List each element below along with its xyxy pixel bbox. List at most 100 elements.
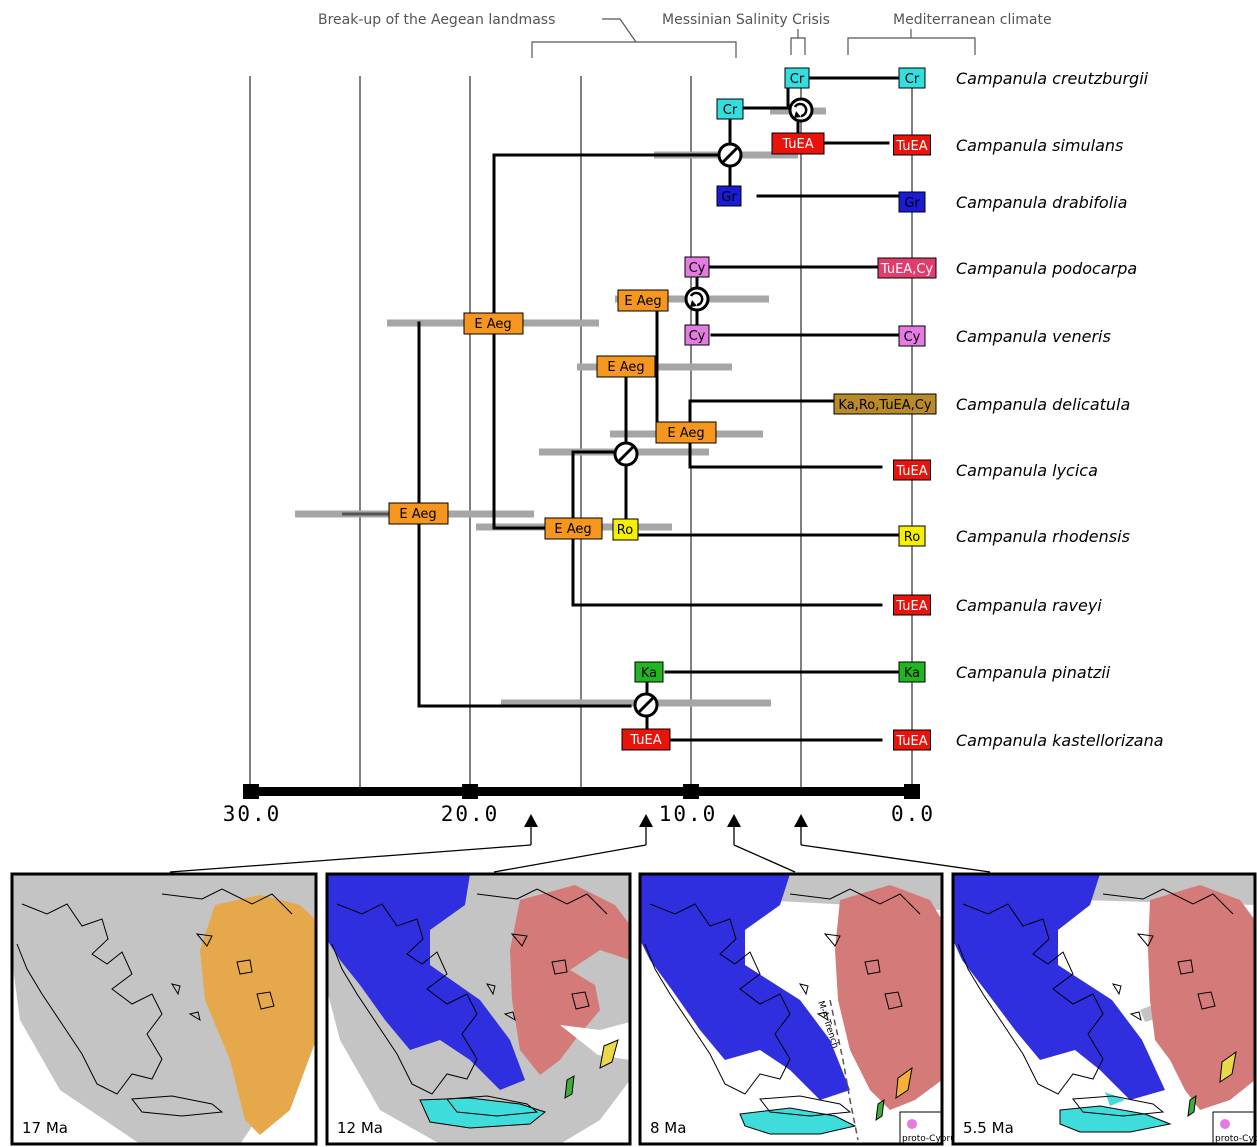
node-box: Cy	[684, 256, 710, 278]
node-box: Cr	[716, 98, 744, 120]
confidence-bars	[295, 107, 826, 707]
tip-area-label: TuEA	[895, 139, 927, 154]
taxon-name: Campanula lycica	[956, 461, 1098, 480]
node-box: Cr	[784, 67, 810, 89]
axis-tick-label: 10.0	[659, 802, 718, 826]
node-box: Gr	[716, 185, 742, 207]
tip-area-label: Gr	[904, 196, 920, 211]
tip-area-label: Cy	[904, 330, 921, 345]
svg-text:Ro: Ro	[617, 523, 633, 538]
vicariance-icon	[717, 142, 743, 168]
event-label-aegean: Break-up of the Aegean landmass	[318, 12, 555, 28]
taxon-name: Campanula drabifolia	[956, 193, 1127, 212]
event-label-msc: Messinian Salinity Crisis	[662, 12, 830, 28]
node-box: E Aeg	[596, 355, 656, 378]
tip-area-label: Cr	[905, 72, 920, 87]
arrow-heads	[524, 814, 808, 827]
tip-box: TuEA	[893, 459, 931, 481]
map-panel-5-5ma: proto-Cyprus 5.5 Ma	[951, 872, 1257, 1146]
event-bracket-med	[847, 29, 976, 55]
inset-label: proto-Cyprus	[902, 1134, 961, 1144]
svg-text:E Aeg: E Aeg	[624, 294, 661, 309]
svg-text:Gr: Gr	[721, 190, 737, 205]
svg-text:TuEA: TuEA	[629, 733, 661, 748]
svg-text:E Aeg: E Aeg	[554, 522, 591, 537]
tip-area-label: TuEA	[895, 599, 927, 614]
vicariance-icon	[613, 441, 639, 467]
node-area-boxes: Cr Cr TuEA Gr Cy E Aeg Cy E Aeg	[388, 67, 825, 751]
svg-text:Cr: Cr	[790, 72, 805, 87]
axis-tick-label: 30.0	[223, 802, 282, 826]
tip-box: Gr	[898, 191, 926, 213]
tip-box: TuEA	[893, 134, 931, 156]
svg-text:E Aeg: E Aeg	[607, 360, 644, 375]
tip-box: Ka	[898, 661, 926, 683]
map-panel-17ma: 17 Ma	[10, 872, 318, 1146]
svg-text:E Aeg: E Aeg	[667, 426, 704, 441]
node-box: E Aeg	[655, 421, 717, 444]
event-label-med: Mediterranean climate	[893, 12, 1052, 28]
taxon-name: Campanula pinatzii	[956, 663, 1111, 682]
svg-text:Ka: Ka	[641, 666, 657, 681]
event-bracket-aegean	[531, 41, 737, 58]
tip-area-label: Ro	[904, 530, 920, 545]
tip-box: TuEA	[893, 729, 931, 751]
node-box: E Aeg	[463, 312, 524, 335]
tip-box: TuEA	[893, 594, 931, 616]
map-label: 8 Ma	[650, 1119, 686, 1137]
map-label: 5.5 Ma	[963, 1119, 1014, 1137]
tip-box: Cr	[898, 67, 926, 89]
map-label: 17 Ma	[22, 1119, 68, 1137]
inset-label: proto-Cyprus	[1215, 1134, 1257, 1144]
axis-tick-label: 0.0	[891, 802, 935, 826]
node-box: Ro	[612, 518, 639, 541]
taxon-name: Campanula creutzburgii	[956, 69, 1149, 88]
event-leader-aegean	[602, 18, 637, 43]
tip-area-label: TuEA,Cy	[880, 262, 934, 277]
map-panel-8ma: M-A Trench proto-Cyprus 8 Ma	[638, 872, 961, 1146]
taxon-name: Campanula podocarpa	[956, 259, 1137, 278]
svg-text:TuEA: TuEA	[781, 137, 813, 152]
node-box: E Aeg	[544, 517, 603, 540]
taxon-name: Campanula veneris	[956, 327, 1111, 346]
vicariance-icon	[633, 692, 659, 718]
node-box: Ka	[634, 661, 664, 683]
node-box: E Aeg	[617, 289, 669, 312]
tip-area-label: Ka	[904, 666, 920, 681]
node-box: TuEA	[771, 132, 825, 155]
tip-box: Cy	[898, 325, 926, 347]
tip-box: Ka,Ro,TuEA,Cy	[833, 393, 937, 415]
time-axis: 30.0 20.0 10.0 0.0	[223, 784, 935, 826]
tip-box: Ro	[898, 525, 926, 547]
time-gridlines	[249, 76, 913, 790]
tip-area-label: TuEA	[895, 464, 927, 479]
event-annotations: Break-up of the Aegean landmass Messinia…	[318, 12, 1052, 58]
node-box: E Aeg	[388, 502, 449, 525]
svg-text:Cy: Cy	[689, 329, 706, 344]
dispersal-icon	[684, 286, 710, 312]
taxon-name: Campanula kastellorizana	[956, 731, 1164, 750]
svg-text:Cr: Cr	[723, 103, 738, 118]
tip-area-label: Ka,Ro,TuEA,Cy	[838, 398, 931, 413]
taxon-names: Campanula creutzburgii Campanula simulans…	[956, 69, 1164, 750]
event-bracket-msc	[790, 29, 806, 55]
node-box: Cy	[684, 324, 710, 346]
map-pointer-arrows	[169, 826, 991, 873]
map-label: 12 Ma	[337, 1119, 383, 1137]
svg-text:E Aeg: E Aeg	[474, 317, 511, 332]
tip-area-boxes: Cr TuEA Gr TuEA,Cy Cy Ka,Ro,TuEA,Cy TuEA Ro TuEA…	[833, 67, 937, 751]
tree-branches	[417, 76, 911, 742]
taxon-name: Campanula rhodensis	[956, 527, 1130, 546]
tip-area-label: TuEA	[895, 734, 927, 749]
taxon-name: Campanula raveyi	[956, 596, 1102, 615]
tip-box: TuEA,Cy	[877, 257, 937, 279]
svg-text:Cy: Cy	[689, 261, 706, 276]
taxon-name: Campanula delicatula	[956, 395, 1130, 414]
node-box: TuEA	[621, 728, 671, 751]
svg-text:E Aeg: E Aeg	[399, 507, 436, 522]
dispersal-icon	[788, 97, 814, 123]
map-panel-12ma: 12 Ma	[325, 872, 632, 1146]
axis-bar	[245, 787, 917, 796]
axis-tick-label: 20.0	[441, 802, 500, 826]
